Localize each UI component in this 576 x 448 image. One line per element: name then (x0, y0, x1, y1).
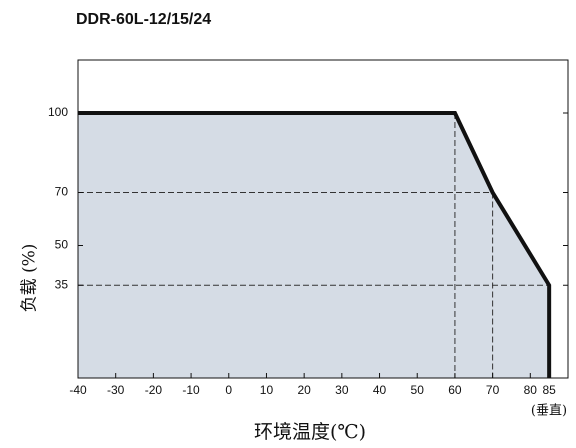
x-tick-label: 30 (335, 383, 349, 397)
x-tick-label: 0 (225, 383, 232, 397)
area (78, 113, 550, 378)
x-tick-label: 50 (411, 383, 425, 397)
y-axis-label: 负载 (%) (20, 244, 40, 313)
y-tick-label: 70 (55, 185, 69, 199)
plot-frame (77, 59, 569, 379)
x-tick-label: -40 (69, 383, 87, 397)
line (78, 111, 552, 378)
x-tick-label: 80 (524, 383, 538, 397)
x-axis-label: 环境温度(℃) (254, 421, 366, 443)
x-tick-label: 40 (373, 383, 387, 397)
x-tick-label: -20 (145, 383, 163, 397)
x-tick-label: -10 (182, 383, 200, 397)
y-tick-label: 100 (48, 105, 68, 119)
x-tick-label: -30 (107, 383, 125, 397)
annotation: (垂直) (531, 404, 567, 419)
x-tick-label: 60 (448, 383, 462, 397)
y-tick-label: 50 (55, 238, 69, 252)
x-tick-label: 20 (297, 383, 311, 397)
x-tick-label: 70 (486, 383, 500, 397)
chart-title: DDR-60L-12/15/24 (76, 11, 211, 28)
x-tick-label: 85 (542, 383, 556, 397)
y-tick-label: 35 (55, 277, 69, 291)
x-tick-label: 10 (260, 383, 274, 397)
